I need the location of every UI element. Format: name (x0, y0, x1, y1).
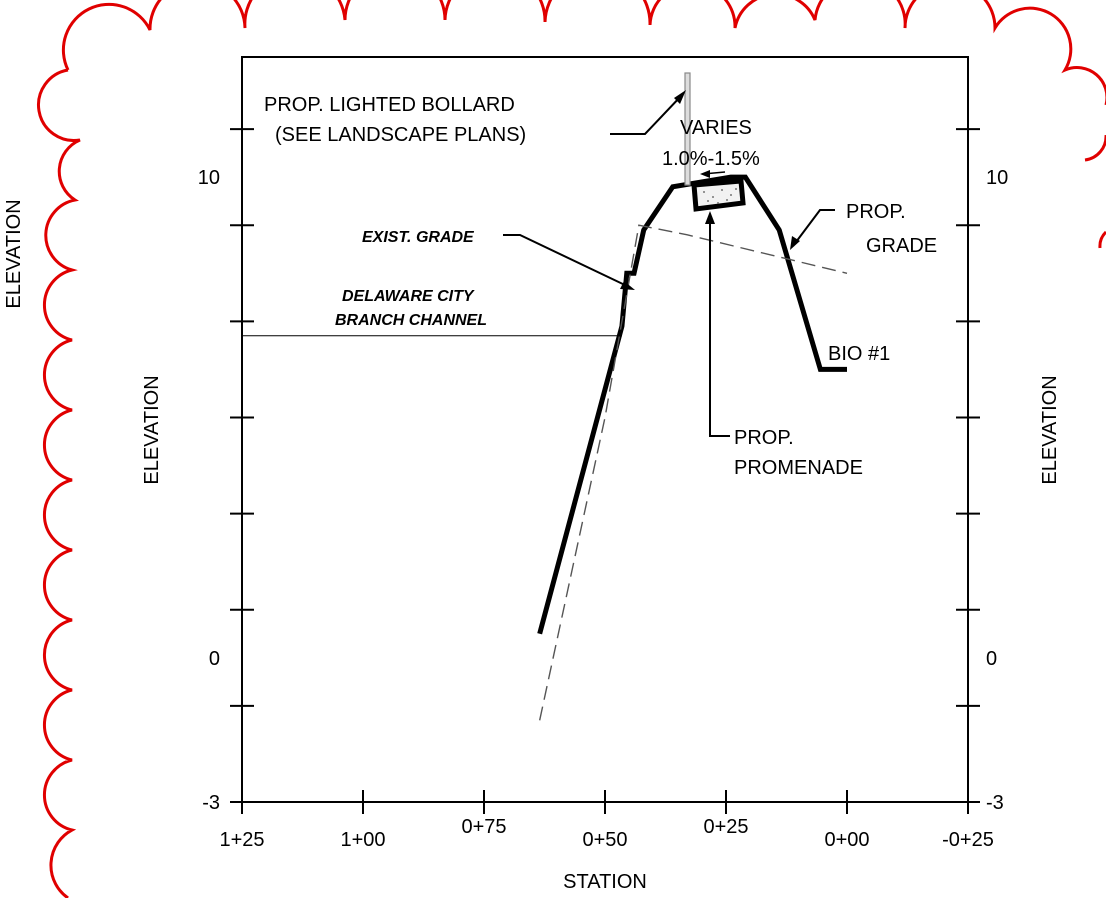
outer-elevation-label: ELEVATION (3, 199, 25, 308)
promenade-label-line1: PROP. (734, 427, 794, 449)
right-y-tick-label: 0 (986, 648, 997, 670)
x-axis-title: STATION (563, 871, 647, 893)
slope-arrow-head (700, 170, 710, 178)
bollard-label-line2: (SEE LANDSCAPE PLANS) (275, 124, 526, 146)
x-tick-label: 0+50 (582, 829, 627, 851)
left-y-axis-title: ELEVATION (141, 375, 163, 484)
prop-grade-leader (792, 209, 835, 247)
x-tick-label: 1+00 (340, 829, 385, 851)
x-tick-label: 0+00 (824, 829, 869, 851)
series-group (242, 174, 848, 721)
revision-cloud (37, 0, 1106, 898)
right-y-tick-label: 10 (986, 167, 1008, 189)
prop-grade-label-line2: GRADE (866, 235, 937, 257)
channel-label-line1: DELAWARE CITY (342, 288, 475, 305)
prop-grade-arrow (790, 236, 800, 250)
plot-frame (241, 56, 969, 803)
x-tick-label: 0+75 (461, 816, 506, 838)
proposed-grade-line (537, 174, 847, 635)
promenade-slab (691, 178, 746, 212)
x-tick-label: 1+25 (219, 829, 264, 851)
bio-label: BIO #1 (828, 343, 890, 365)
y-tick-labels: 10 10 0 0 -3 -3 (198, 167, 1009, 814)
axis-ticks (230, 128, 980, 814)
x-tick-labels: 1+25 1+00 0+75 0+50 0+25 0+00 -0+25 (219, 816, 993, 851)
prop-grade-label-line1: PROP. (846, 201, 906, 223)
varies-label: VARIES (680, 117, 752, 139)
bollard-leader (610, 94, 683, 135)
exist-grade-label: EXIST. GRADE (362, 229, 475, 246)
promenade-label-line2: PROMENADE (734, 457, 863, 479)
bollard-label-line1: PROP. LIGHTED BOLLARD (264, 94, 515, 116)
promenade-leader (709, 218, 730, 437)
channel-label-line2: BRANCH CHANNEL (335, 312, 487, 329)
lighted-bollard (684, 72, 691, 186)
promenade-arrow (705, 211, 715, 224)
slope-label: 1.0%-1.5% (662, 148, 760, 170)
exist-grade-arrow (620, 281, 635, 290)
right-y-axis-title: ELEVATION (1039, 375, 1061, 484)
bollard-leader-arrow (674, 90, 686, 104)
left-y-tick-label: -3 (202, 792, 220, 814)
left-y-tick-label: 0 (209, 648, 220, 670)
right-y-tick-label: -3 (986, 792, 1004, 814)
x-tick-label: -0+25 (942, 829, 994, 851)
existing-grade-line (538, 224, 848, 721)
left-y-tick-label: 10 (198, 167, 220, 189)
exist-grade-leader (503, 234, 628, 287)
x-tick-label: 0+25 (703, 816, 748, 838)
promenade-stipple (703, 188, 737, 204)
